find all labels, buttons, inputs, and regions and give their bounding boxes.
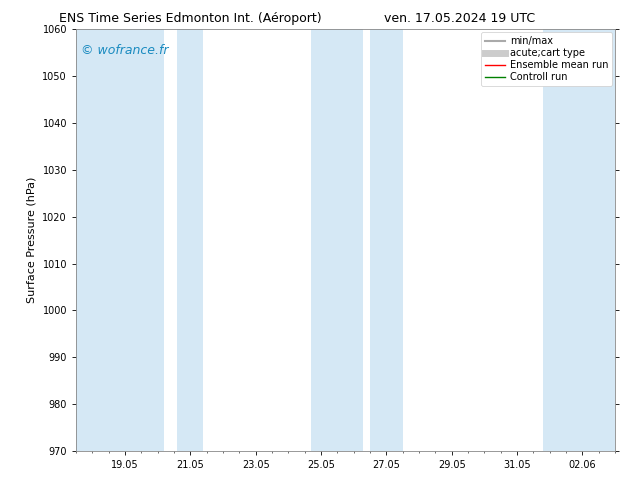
Bar bbox=[311, 29, 363, 451]
Bar bbox=[543, 29, 615, 451]
Text: © wofrance.fr: © wofrance.fr bbox=[81, 44, 169, 57]
Bar bbox=[178, 29, 204, 451]
Bar bbox=[76, 29, 164, 451]
Bar bbox=[370, 29, 403, 451]
Text: ENS Time Series Edmonton Int. (Aéroport): ENS Time Series Edmonton Int. (Aéroport) bbox=[59, 12, 321, 25]
Legend: min/max, acute;cart type, Ensemble mean run, Controll run: min/max, acute;cart type, Ensemble mean … bbox=[481, 32, 612, 86]
Text: ven. 17.05.2024 19 UTC: ven. 17.05.2024 19 UTC bbox=[384, 12, 535, 25]
Y-axis label: Surface Pressure (hPa): Surface Pressure (hPa) bbox=[27, 177, 37, 303]
